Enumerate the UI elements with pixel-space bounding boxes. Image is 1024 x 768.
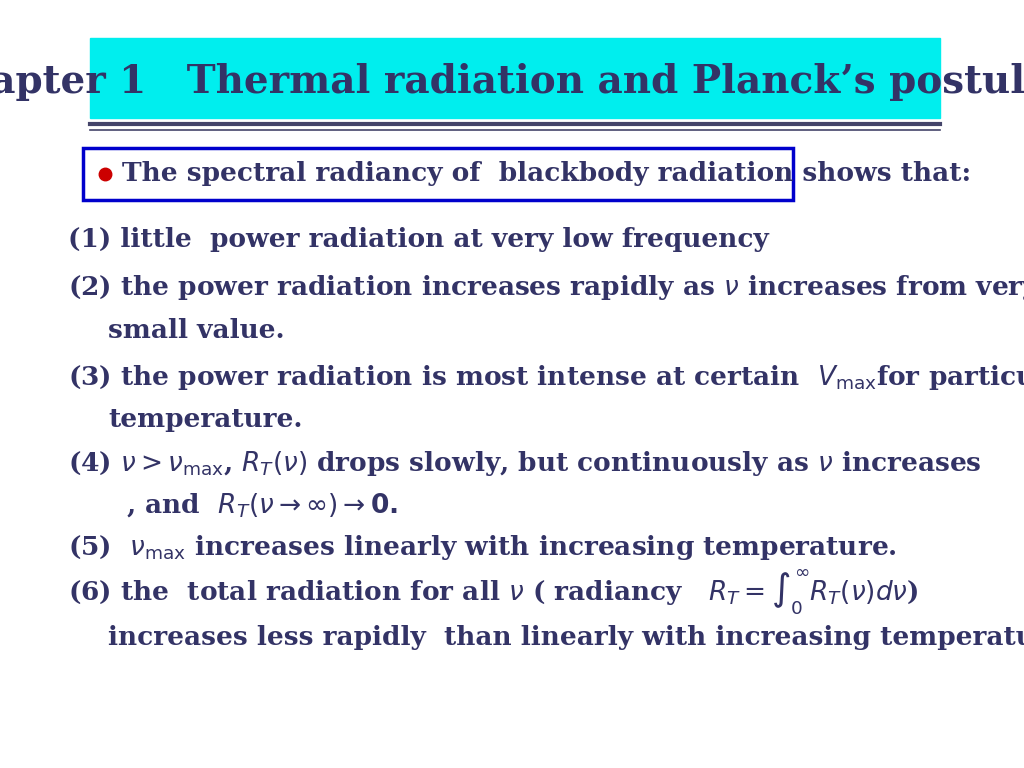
Text: (5)  $\nu_\mathrm{max}$ increases linearly with increasing temperature.: (5) $\nu_\mathrm{max}$ increases linearl… xyxy=(68,534,897,562)
Text: , and  $R_T(\nu \rightarrow \infty) \rightarrow \mathbf{0.}$: , and $R_T(\nu \rightarrow \infty) \righ… xyxy=(108,491,398,519)
Text: small value.: small value. xyxy=(108,317,285,343)
Text: temperature.: temperature. xyxy=(108,408,302,432)
Text: (2) the power radiation increases rapidly as $\nu$ increases from very: (2) the power radiation increases rapidl… xyxy=(68,273,1024,303)
Text: The spectral radiancy of  blackbody radiation shows that:: The spectral radiancy of blackbody radia… xyxy=(122,161,971,187)
FancyBboxPatch shape xyxy=(83,148,793,200)
Text: (3) the power radiation is most intense at certain  $\mathit{V}_\mathrm{max}$for: (3) the power radiation is most intense … xyxy=(68,363,1024,392)
FancyBboxPatch shape xyxy=(90,38,940,118)
Text: (1) little  power radiation at very low frequency: (1) little power radiation at very low f… xyxy=(68,227,769,253)
Text: (4) $\nu > \nu_\mathrm{max}$, $R_T(\nu)$ drops slowly, but continuously as $\nu$: (4) $\nu > \nu_\mathrm{max}$, $R_T(\nu)$… xyxy=(68,449,982,478)
Text: Chapter 1   Thermal radiation and Planck’s postulate: Chapter 1 Thermal radiation and Planck’s… xyxy=(0,63,1024,101)
Text: increases less rapidly  than linearly with increasing temperature.: increases less rapidly than linearly wit… xyxy=(108,625,1024,650)
Text: (6) the  total radiation for all $\nu$ ( radiancy   $R_T = \int_0^{\infty} R_T(\: (6) the total radiation for all $\nu$ ( … xyxy=(68,568,919,617)
